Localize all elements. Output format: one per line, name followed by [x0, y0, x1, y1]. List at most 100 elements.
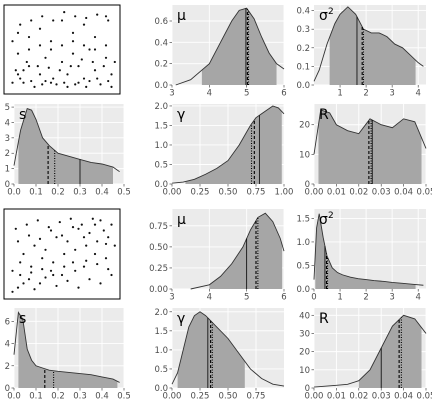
s-top-tick-label-y: 2: [5, 149, 10, 159]
point-pattern-bottom-point: [60, 234, 64, 237]
point-pattern-top-point: [85, 85, 88, 88]
point-pattern-top-point: [69, 65, 72, 68]
point-pattern-bottom-point: [41, 268, 44, 271]
point-pattern-bottom-point: [33, 288, 36, 291]
point-pattern-top-point: [19, 77, 22, 80]
point-pattern-bottom-point: [44, 276, 47, 279]
s-top-tick-label-x: 0.5: [117, 188, 131, 198]
mu-bottom-tick-label-x: 3: [169, 293, 174, 303]
R-bottom-tick-label-x: 0.04: [394, 392, 413, 402]
R-top-panel-title: R: [319, 107, 329, 123]
gamma-top-tick-label-x: 0.50: [219, 188, 238, 198]
s-top-tick-label-x: 0.0: [7, 188, 21, 198]
point-pattern-bottom-point: [11, 269, 14, 272]
sigma2-top-tick-label-y: 0.4: [296, 7, 310, 17]
mu-top-tick-label-y: 0.0: [154, 81, 168, 91]
sigma2-top-density-curve: [313, 6, 424, 82]
point-pattern-top-point: [102, 65, 105, 68]
point-pattern-top-point: [74, 83, 77, 86]
sigma2-bottom-tick-label-x: 0: [311, 293, 316, 303]
point-pattern-top-point: [44, 79, 47, 83]
sigma2-top-tick-label-x: 4: [415, 89, 420, 99]
point-pattern-bottom-point: [82, 265, 86, 268]
point-pattern-top-point: [19, 23, 22, 26]
R-top-panel: 0.000.010.02 0.030.04 0.05 0 10 20 R: [299, 104, 432, 198]
point-pattern-top-point: [110, 73, 113, 76]
R-top-tick-label-x: 0.02: [349, 188, 368, 198]
point-pattern-bottom-point: [77, 227, 80, 230]
point-pattern-bottom-point: [66, 240, 69, 243]
point-pattern-bottom-frame: [3, 208, 121, 300]
point-pattern-bottom-point: [96, 262, 99, 266]
gamma-bottom-panel-title: γ: [177, 311, 185, 327]
sigma2-bottom-tick-label-x: 4: [415, 293, 420, 303]
point-pattern-bottom-point: [113, 244, 116, 247]
sigma2-top-tick-label-x: 2: [363, 89, 368, 99]
point-pattern-bottom-point: [49, 229, 53, 232]
R-top-tick-label-x: 0.05: [417, 188, 432, 198]
point-pattern-top-point: [88, 48, 91, 51]
point-pattern-bottom-point: [69, 217, 72, 220]
sigma2-bottom-panel-title-superscript: 2: [328, 211, 334, 221]
sigma2-bottom-tick-label-x: 1: [337, 293, 342, 303]
point-pattern-top-point: [77, 81, 80, 84]
R-top-density-curve: [313, 109, 427, 155]
mu-top-tick-label-y: 0.4: [154, 38, 168, 48]
gamma-bottom-tick-label-y: 1.5: [154, 327, 168, 337]
point-pattern-top-point: [110, 85, 113, 88]
s-bottom-panel-title: s: [19, 311, 26, 327]
point-pattern-bottom-point: [16, 240, 20, 243]
R-bottom-tick-label-y: 20: [299, 348, 310, 358]
sigma2-top-tick-label-y: 0.2: [296, 44, 310, 54]
point-pattern-top-point: [47, 66, 50, 69]
s-bottom-tick-label-x: 0.3: [73, 392, 87, 402]
point-pattern-bottom-point: [82, 236, 86, 239]
s-bottom-tick-label-x: 0.4: [95, 392, 109, 402]
R-bottom-tick-label-x: 0.00: [305, 392, 324, 402]
s-bottom-tick-label-y: 4: [5, 340, 10, 350]
mu-top-tick-label-y: 0.6: [154, 17, 168, 27]
point-pattern-top-point: [113, 60, 116, 64]
point-pattern-top-point: [63, 11, 66, 14]
gamma-bottom-tick-label-x: 0.50: [219, 392, 238, 402]
s-top-shaded-interval: [18, 108, 113, 184]
R-bottom-tick-label-x: 0.01: [327, 392, 346, 402]
gamma-bottom-shaded-interval: [177, 311, 245, 388]
sigma2-bottom-tick-label-y: 1.5: [296, 214, 310, 224]
gamma-top-tick-label-x: 0.00: [163, 188, 182, 198]
mu-bottom-tick-label-x: 5: [244, 293, 249, 303]
point-pattern-top-point: [82, 44, 86, 47]
R-top-shaded-interval: [318, 110, 422, 184]
gamma-top-tick-label-y: 0.5: [154, 160, 168, 170]
mu-bottom-tick-label-y: 0.50: [149, 243, 168, 253]
point-pattern-top-point: [82, 23, 86, 26]
point-pattern-top-point: [49, 81, 53, 84]
mu-top-density-curve: [175, 7, 285, 86]
point-pattern-top-point: [91, 60, 94, 64]
point-pattern-bottom-point: [99, 282, 102, 285]
point-pattern-top-point: [44, 56, 47, 59]
point-pattern-top-point: [55, 83, 58, 86]
point-pattern-bottom-panel: [3, 208, 121, 300]
point-pattern-bottom-point: [58, 220, 61, 224]
sigma2-top-tick-label-x: 1: [337, 89, 342, 99]
point-pattern-top-point: [25, 60, 28, 64]
point-pattern-top-point: [99, 83, 102, 86]
point-pattern-bottom-point: [36, 219, 39, 222]
point-pattern-bottom-point: [66, 279, 69, 282]
point-pattern-bottom-point: [104, 242, 108, 246]
mu-bottom-panel-title: μ: [177, 212, 186, 228]
point-pattern-bottom-point: [30, 271, 33, 274]
point-pattern-top-point: [74, 15, 77, 18]
point-pattern-top-point: [49, 48, 53, 51]
point-pattern-top-point: [104, 44, 108, 47]
point-pattern-bottom-point: [71, 261, 75, 264]
point-pattern-bottom-point: [93, 252, 97, 256]
point-pattern-bottom-point: [99, 219, 102, 222]
s-top-tick-label-y: 4: [5, 118, 10, 128]
s-bottom-tick-label-x: 0.0: [7, 392, 21, 402]
point-pattern-bottom-point: [49, 269, 53, 272]
gamma-top-tick-label-y: 1.0: [154, 141, 168, 151]
R-top-tick-label-x: 0.00: [305, 188, 324, 198]
